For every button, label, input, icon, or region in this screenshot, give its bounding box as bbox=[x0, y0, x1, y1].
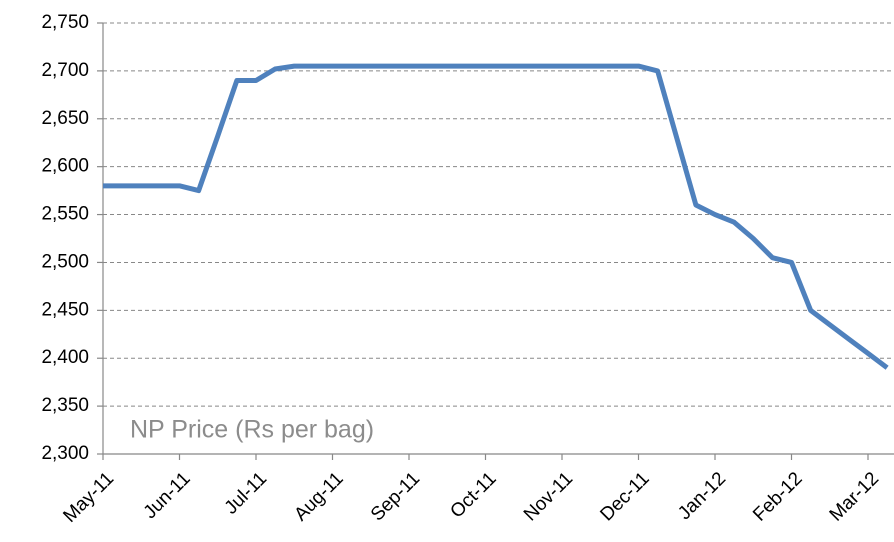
x-tick-label: Jun-11 bbox=[140, 468, 195, 523]
x-tick-label: Nov-11 bbox=[520, 468, 577, 525]
x-tick-label: Aug-11 bbox=[290, 468, 347, 525]
y-tick-label: 2,450 bbox=[41, 299, 89, 320]
x-tick-label: Jul-11 bbox=[221, 468, 271, 518]
y-tick-label: 2,350 bbox=[41, 395, 89, 416]
y-tick-label: 2,650 bbox=[41, 108, 89, 129]
y-tick-label: 2,750 bbox=[41, 12, 89, 33]
x-tick-label: Oct-11 bbox=[446, 468, 500, 522]
x-tick-label: Feb-12 bbox=[749, 468, 806, 525]
y-tick-label: 2,400 bbox=[41, 347, 89, 368]
x-tick-label: Mar-12 bbox=[826, 468, 883, 525]
y-tick-label: 2,600 bbox=[41, 156, 89, 177]
y-tick-label: 2,700 bbox=[41, 60, 89, 81]
x-tick-label: Jan-12 bbox=[674, 468, 730, 524]
x-tick-label: Sep-11 bbox=[367, 468, 424, 525]
x-tick-label: Dec-11 bbox=[596, 468, 653, 525]
x-tick-label: May-11 bbox=[59, 468, 118, 527]
y-tick-label: 2,300 bbox=[41, 443, 89, 464]
annotation: NP Price (Rs per bag) bbox=[130, 416, 374, 444]
y-tick-label: 2,500 bbox=[41, 251, 89, 272]
line bbox=[103, 63, 889, 370]
y-tick-label: 2,550 bbox=[41, 204, 89, 225]
